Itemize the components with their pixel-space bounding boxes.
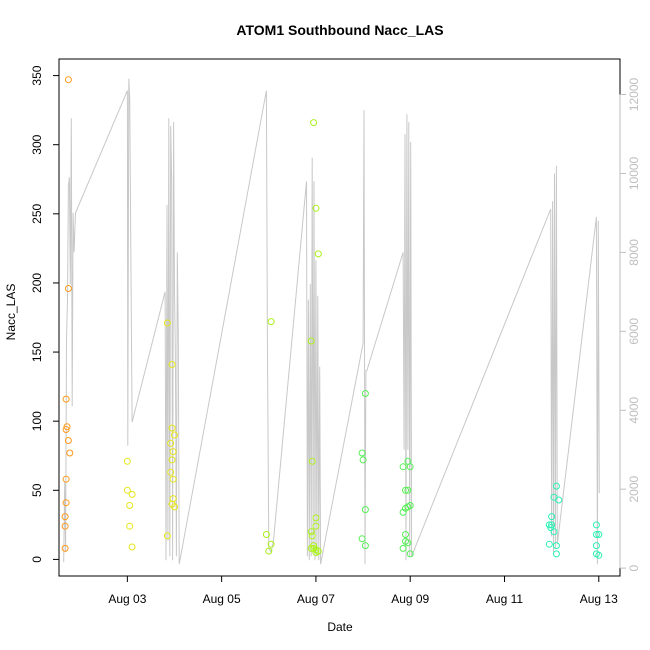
y2-tick-label-2: 4000 bbox=[627, 397, 641, 424]
data-point-0-10 bbox=[61, 522, 69, 530]
data-point-0-4 bbox=[62, 426, 70, 433]
data-point-3-6 bbox=[399, 463, 407, 471]
data-point-2-9 bbox=[312, 514, 320, 522]
data-point-4-12 bbox=[592, 531, 600, 538]
data-point-3-4 bbox=[358, 535, 366, 543]
data-point-1-9 bbox=[171, 431, 178, 439]
data-point-2-8 bbox=[308, 457, 316, 465]
data-point-4-9 bbox=[552, 542, 560, 550]
data-point-3-3 bbox=[361, 506, 369, 514]
data-point-0-8 bbox=[62, 499, 70, 507]
data-point-2-5 bbox=[312, 204, 320, 212]
y-tick-label-6: 300 bbox=[30, 134, 44, 154]
data-point-4-10 bbox=[552, 550, 560, 558]
y2-tick-label-1: 2000 bbox=[627, 476, 641, 503]
data-point-1-13 bbox=[167, 468, 175, 476]
data-point-4-0 bbox=[552, 482, 560, 490]
data-point-2-0 bbox=[267, 318, 275, 326]
data-point-2-3 bbox=[265, 547, 273, 555]
y2-tick-label-3: 6000 bbox=[627, 318, 641, 345]
plot-area: 0 50 100 150 200 250 300 350 0 2000 4000 6000 8000 10… bbox=[30, 58, 641, 606]
data-point-4-7 bbox=[550, 528, 558, 536]
data-point-3-5 bbox=[361, 542, 369, 550]
data-point-3-1 bbox=[358, 449, 366, 457]
data-point-2-7 bbox=[307, 337, 315, 345]
data-point-3-18 bbox=[399, 544, 407, 552]
x-tick-label-4: Aug 11 bbox=[486, 592, 523, 606]
data-point-0-7 bbox=[62, 475, 70, 483]
data-point-4-14 bbox=[592, 542, 600, 550]
x-axis-label: Date bbox=[327, 620, 353, 634]
data-point-3-17 bbox=[404, 539, 412, 547]
y-tick-label-5: 250 bbox=[30, 203, 44, 223]
data-point-3-0 bbox=[361, 390, 369, 397]
data-point-4-2 bbox=[555, 496, 563, 504]
data-point-4-13 bbox=[595, 531, 603, 538]
data-point-2-12 bbox=[308, 532, 316, 540]
data-point-1-18 bbox=[163, 532, 171, 540]
data-point-1-4 bbox=[126, 522, 134, 530]
data-point-1-5 bbox=[128, 543, 136, 551]
data-point-3-15 bbox=[402, 531, 409, 538]
data-point-0-11 bbox=[61, 544, 69, 552]
y-tick-label-3: 150 bbox=[30, 342, 44, 362]
data-point-0-2 bbox=[62, 395, 70, 403]
data-point-0-6 bbox=[66, 449, 74, 457]
data-point-3-8 bbox=[406, 463, 414, 471]
data-point-4-6 bbox=[547, 524, 555, 532]
x-tick-label-2: Aug 07 bbox=[297, 592, 335, 606]
x-tick-label-5: Aug 13 bbox=[580, 592, 618, 606]
data-point-1-14 bbox=[169, 475, 177, 483]
data-point-2-2 bbox=[267, 540, 275, 548]
chart-title: ATOM1 Southbound Nacc_LAS bbox=[236, 22, 443, 38]
x-tick-label-0: Aug 03 bbox=[108, 592, 146, 606]
y2-tick-label-4: 8000 bbox=[627, 239, 641, 266]
secondary-series-line bbox=[63, 78, 600, 565]
y-axis-label: Nacc_LAS bbox=[4, 284, 18, 341]
data-point-3-19 bbox=[406, 550, 414, 558]
y-tick-label-1: 50 bbox=[30, 483, 44, 497]
y-tick-label-7: 350 bbox=[30, 65, 44, 85]
data-point-0-0 bbox=[64, 76, 72, 84]
data-point-3-10 bbox=[404, 486, 412, 494]
y-tick-label-4: 200 bbox=[30, 273, 44, 293]
data-point-3-14 bbox=[399, 508, 407, 516]
data-point-4-11 bbox=[592, 521, 600, 529]
y-tick-label-2: 100 bbox=[30, 411, 44, 431]
data-point-2-6 bbox=[314, 250, 322, 258]
data-point-1-2 bbox=[128, 490, 136, 498]
data-point-1-0 bbox=[123, 457, 131, 465]
data-point-1-6 bbox=[163, 319, 171, 327]
data-point-1-11 bbox=[169, 448, 177, 456]
data-point-0-9 bbox=[61, 513, 69, 521]
data-point-3-2 bbox=[359, 456, 367, 464]
data-point-4-3 bbox=[548, 513, 556, 521]
data-point-1-12 bbox=[168, 456, 176, 464]
data-point-0-1 bbox=[64, 285, 72, 292]
data-point-1-10 bbox=[167, 439, 175, 447]
plot-box bbox=[58, 58, 621, 577]
data-point-1-1 bbox=[123, 486, 131, 494]
data-point-1-3 bbox=[126, 502, 134, 509]
data-point-2-18 bbox=[312, 549, 320, 556]
data-point-2-1 bbox=[262, 531, 270, 538]
data-point-2-10 bbox=[312, 522, 320, 530]
data-point-2-15 bbox=[307, 544, 315, 552]
y2-tick-label-0: 0 bbox=[627, 564, 641, 571]
data-point-1-17 bbox=[171, 503, 178, 511]
x-tick-label-3: Aug 09 bbox=[391, 592, 429, 606]
data-point-3-9 bbox=[402, 486, 409, 494]
x-tick-label-1: Aug 05 bbox=[203, 592, 241, 606]
y2-tick-label-6: 12000 bbox=[627, 78, 641, 112]
data-point-2-11 bbox=[307, 528, 315, 536]
y-tick-label-0: 0 bbox=[30, 556, 44, 563]
data-point-0-5 bbox=[64, 437, 72, 444]
data-point-1-7 bbox=[168, 361, 176, 368]
data-point-1-8 bbox=[168, 424, 176, 432]
data-point-4-16 bbox=[595, 551, 603, 559]
data-point-2-4 bbox=[310, 119, 318, 127]
y2-tick-label-5: 10000 bbox=[627, 156, 641, 190]
data-point-4-8 bbox=[545, 540, 553, 548]
